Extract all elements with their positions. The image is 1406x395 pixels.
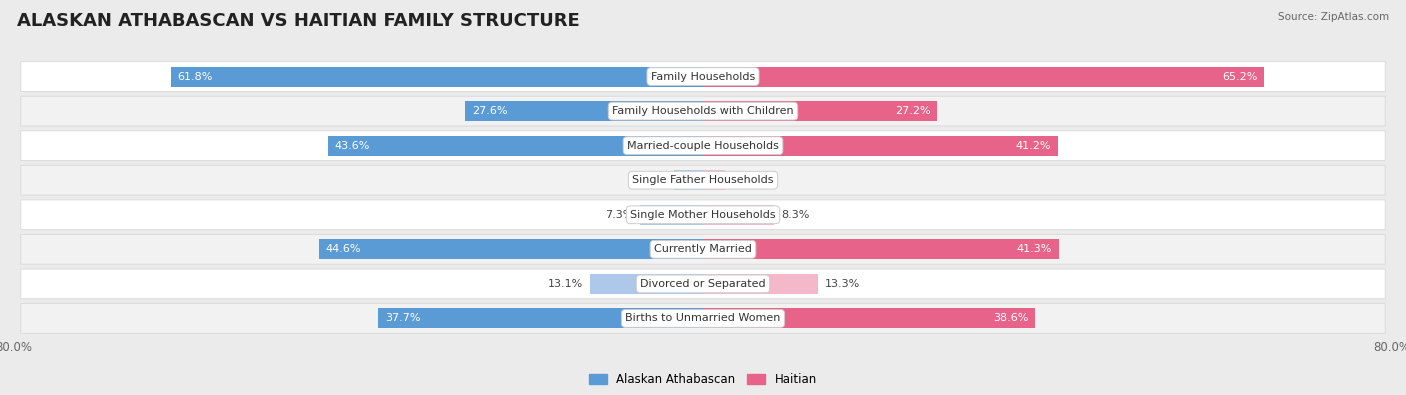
Text: Currently Married: Currently Married: [654, 245, 752, 254]
Bar: [703, 274, 817, 294]
Text: Births to Unmarried Women: Births to Unmarried Women: [626, 314, 780, 324]
Bar: [378, 308, 703, 329]
Text: 2.6%: 2.6%: [733, 175, 761, 185]
Bar: [703, 308, 1035, 329]
Bar: [703, 170, 725, 190]
Bar: [591, 274, 703, 294]
Bar: [640, 205, 703, 225]
FancyBboxPatch shape: [21, 269, 1385, 299]
Text: Married-couple Households: Married-couple Households: [627, 141, 779, 150]
Text: 44.6%: 44.6%: [326, 245, 361, 254]
Bar: [703, 239, 1059, 260]
Bar: [703, 101, 938, 121]
FancyBboxPatch shape: [21, 96, 1385, 126]
Bar: [703, 205, 775, 225]
Text: 27.6%: 27.6%: [472, 106, 508, 116]
Legend: Alaskan Athabascan, Haitian: Alaskan Athabascan, Haitian: [585, 368, 821, 391]
Bar: [703, 66, 1264, 87]
Bar: [673, 170, 703, 190]
FancyBboxPatch shape: [21, 200, 1385, 229]
Text: 7.3%: 7.3%: [605, 210, 633, 220]
Text: Single Mother Households: Single Mother Households: [630, 210, 776, 220]
Text: 13.1%: 13.1%: [548, 279, 583, 289]
FancyBboxPatch shape: [21, 304, 1385, 333]
Text: 43.6%: 43.6%: [335, 141, 370, 150]
Text: 8.3%: 8.3%: [782, 210, 810, 220]
FancyBboxPatch shape: [21, 235, 1385, 264]
FancyBboxPatch shape: [21, 166, 1385, 195]
Text: 65.2%: 65.2%: [1222, 71, 1257, 81]
Text: 37.7%: 37.7%: [385, 314, 420, 324]
FancyBboxPatch shape: [21, 62, 1385, 91]
Bar: [328, 135, 703, 156]
Text: 41.2%: 41.2%: [1015, 141, 1050, 150]
Text: ALASKAN ATHABASCAN VS HAITIAN FAMILY STRUCTURE: ALASKAN ATHABASCAN VS HAITIAN FAMILY STR…: [17, 12, 579, 30]
Bar: [319, 239, 703, 260]
Bar: [703, 135, 1057, 156]
Text: 41.3%: 41.3%: [1017, 245, 1052, 254]
Text: 61.8%: 61.8%: [177, 71, 214, 81]
Bar: [465, 101, 703, 121]
FancyBboxPatch shape: [21, 131, 1385, 160]
Text: Family Households: Family Households: [651, 71, 755, 81]
Text: Source: ZipAtlas.com: Source: ZipAtlas.com: [1278, 12, 1389, 22]
Text: 27.2%: 27.2%: [894, 106, 931, 116]
Text: 38.6%: 38.6%: [993, 314, 1029, 324]
Text: Divorced or Separated: Divorced or Separated: [640, 279, 766, 289]
Bar: [170, 66, 703, 87]
Text: Single Father Households: Single Father Households: [633, 175, 773, 185]
Text: 3.4%: 3.4%: [638, 175, 666, 185]
Text: 13.3%: 13.3%: [824, 279, 859, 289]
Text: Family Households with Children: Family Households with Children: [612, 106, 794, 116]
